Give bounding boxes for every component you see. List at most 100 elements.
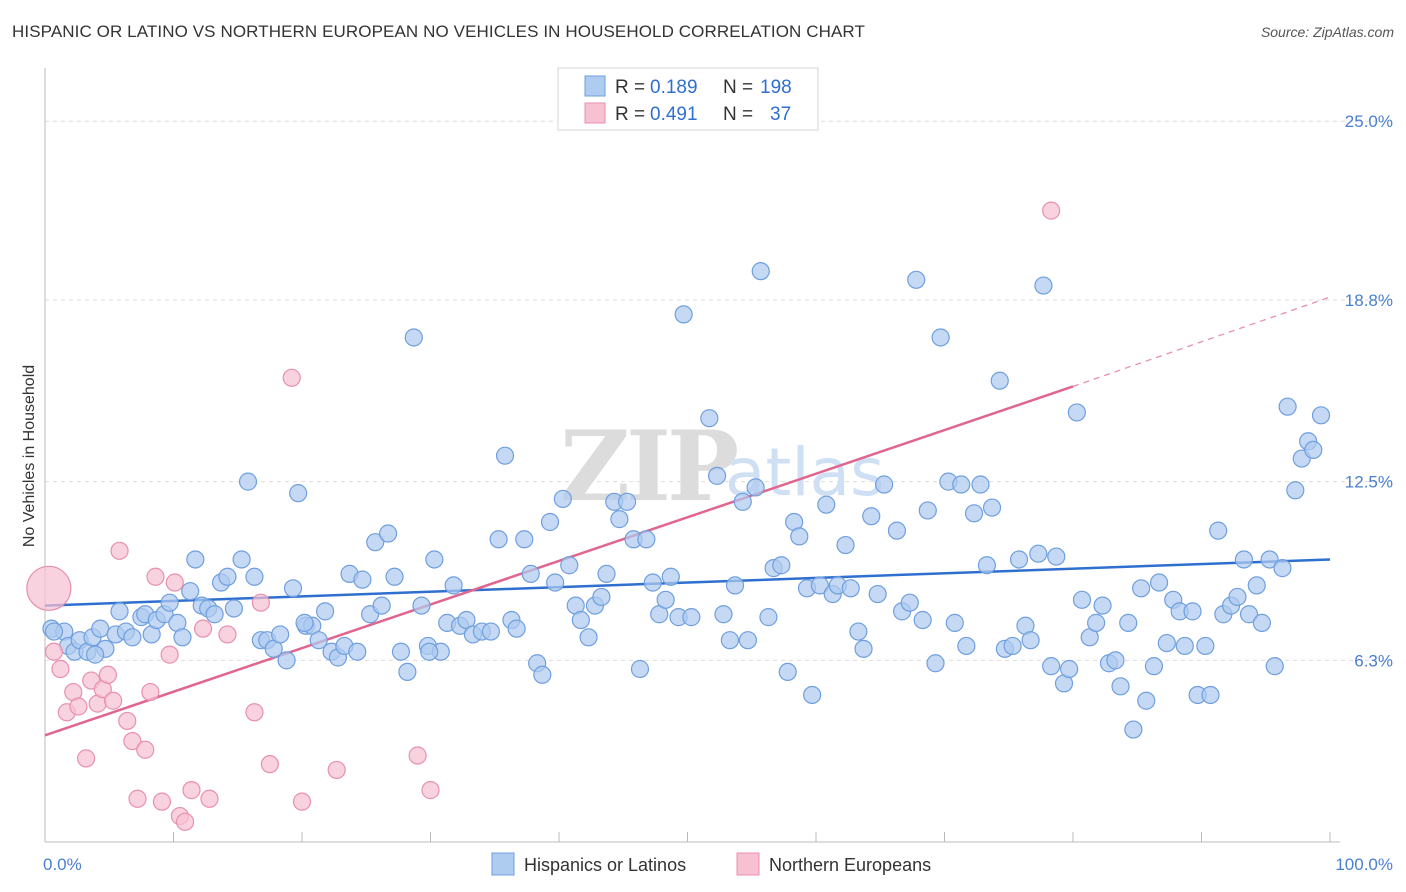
hispanic-point-129 [900, 593, 919, 612]
hispanic-point-138 [957, 636, 976, 656]
legend-n-value-2: 37 [770, 104, 791, 125]
northern-european-trend-line [44, 385, 1074, 737]
hispanic-point-122 [849, 622, 868, 641]
legend-n-label-2: N = [723, 104, 753, 125]
hispanic-point-126 [875, 475, 894, 494]
legend-r-value-2: 0.491 [650, 104, 698, 125]
y-tick-labels: 6.3% 12.5% 18.8% 25.0% [1345, 112, 1393, 670]
watermark-zip: ZIP [560, 410, 737, 523]
northern-european-point-30 [260, 755, 279, 774]
northern-european-point-33 [327, 760, 346, 780]
hispanic-point-107 [751, 262, 770, 281]
northern-european-point-2 [51, 659, 70, 679]
northern-european-point-35 [421, 781, 440, 800]
hispanic-point-130 [907, 270, 926, 289]
hispanic-point-123 [854, 639, 873, 658]
northern-european-point-17 [141, 682, 160, 702]
hispanic-point-143 [990, 371, 1009, 390]
hispanic-point-50 [366, 533, 385, 552]
hispanic-point-185 [1260, 550, 1279, 569]
hispanic-point-180 [1228, 587, 1247, 607]
hispanic-point-31 [245, 567, 264, 586]
hispanic-point-140 [971, 475, 990, 494]
hispanic-point-193 [1311, 406, 1331, 425]
northern-european-point-15 [128, 789, 147, 808]
y-tick-label-0: 6.3% [1354, 651, 1393, 670]
hispanic-point-173 [1183, 602, 1202, 621]
watermark-atlas: atlas [725, 434, 885, 511]
legend-swatch-pink [584, 102, 606, 124]
hispanic-point-102 [720, 631, 740, 650]
watermark: ZIP atlas [560, 410, 885, 523]
hispanic-point-75 [533, 665, 552, 684]
hispanic-point-27 [218, 567, 237, 586]
y-tick-label-1: 12.5% [1345, 473, 1393, 492]
hispanic-point-47 [348, 642, 367, 661]
northern-european-point-25 [193, 619, 213, 638]
bottom-legend: Hispanics or Latinos Northern Europeans [491, 852, 931, 876]
hispanic-point-38 [289, 484, 308, 503]
hispanic-point-59 [425, 550, 444, 569]
hispanic-point-20 [173, 628, 192, 647]
hispanic-point-110 [772, 556, 791, 575]
hispanic-point-98 [682, 608, 701, 627]
hispanic-point-52 [378, 524, 398, 543]
hispanic-point-182 [1239, 605, 1259, 624]
data-points [26, 201, 1331, 831]
hispanic-point-90 [630, 659, 650, 679]
hispanic-point-165 [1132, 579, 1151, 598]
hispanic-point-54 [391, 642, 411, 661]
northern-european-point-20 [160, 645, 179, 664]
hispanic-point-36 [277, 651, 296, 670]
hispanic-point-142 [982, 498, 1002, 517]
hispanic-point-115 [803, 685, 822, 705]
hispanic-point-116 [810, 576, 829, 595]
legend-r-value-1: 0.189 [650, 77, 698, 98]
northern-european-point-12 [110, 541, 129, 560]
hispanic-point-120 [836, 535, 855, 555]
hispanic-point-88 [618, 492, 637, 511]
northern-european-point-10 [98, 665, 118, 684]
hispanic-point-127 [887, 521, 907, 540]
hispanic-point-71 [507, 619, 526, 638]
hispanic-point-167 [1144, 657, 1164, 676]
hispanic-point-158 [1087, 613, 1106, 632]
hispanic-point-42 [316, 602, 335, 621]
hispanic-point-22 [186, 550, 205, 569]
hispanic-point-139 [964, 504, 984, 523]
northern-european-point-34 [408, 746, 427, 765]
x-tick-label-0: 0.0% [43, 855, 82, 874]
hispanic-point-29 [232, 550, 251, 569]
hispanic-point-85 [597, 564, 616, 583]
hispanic-point-106 [746, 478, 765, 497]
hispanic-point-53 [385, 567, 404, 586]
hispanic-point-156 [1072, 590, 1092, 609]
hispanic-point-186 [1265, 657, 1284, 676]
hispanic-point-155 [1067, 403, 1086, 422]
hispanic-point-35 [271, 625, 290, 644]
bottom-legend-series-2: Northern Europeans [769, 855, 931, 875]
bottom-legend-swatch-pink [736, 852, 760, 876]
hispanic-point-137 [952, 475, 971, 494]
hispanic-point-78 [553, 489, 572, 509]
hispanic-point-7 [91, 619, 110, 638]
hispanic-point-146 [1009, 550, 1029, 569]
hispanic-point-133 [926, 654, 945, 673]
hispanic-point-184 [1252, 613, 1271, 632]
hispanic-point-68 [489, 530, 508, 549]
hispanic-point-84 [592, 587, 611, 607]
northern-european-point-36 [1042, 201, 1061, 220]
hispanic-point-188 [1278, 397, 1297, 416]
hispanic-point-18 [160, 593, 179, 612]
hispanic-point-55 [398, 662, 417, 682]
hispanic-point-87 [610, 510, 629, 529]
hispanic-point-117 [817, 495, 836, 514]
northern-european-point-5 [69, 697, 88, 716]
hispanic-point-168 [1149, 573, 1169, 592]
northern-european-point-21 [165, 573, 184, 592]
hispanic-point-148 [1021, 631, 1040, 650]
hispanic-point-177 [1209, 521, 1228, 540]
northern-european-point-26 [200, 789, 219, 808]
x-tick-label-1: 100.0% [1335, 855, 1393, 874]
hispanic-point-163 [1119, 613, 1138, 632]
